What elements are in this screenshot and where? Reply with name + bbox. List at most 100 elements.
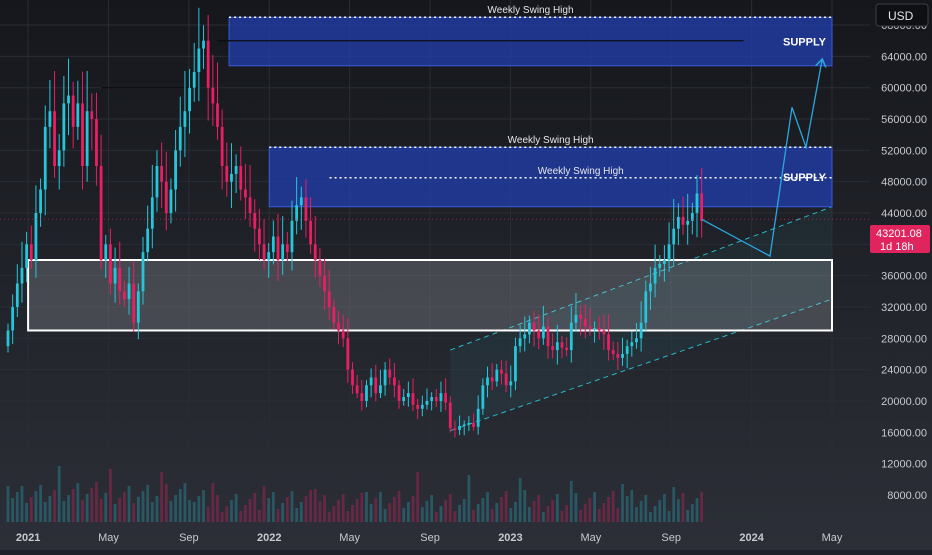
candle-body	[593, 328, 596, 330]
volume-bar	[122, 492, 126, 522]
candle-body	[458, 426, 461, 430]
volume-bar	[43, 502, 47, 522]
volume-bar	[39, 485, 42, 522]
volume-bar	[313, 489, 317, 522]
volume-bar	[309, 490, 312, 522]
volume-bar	[569, 481, 573, 522]
candle-body	[299, 197, 303, 206]
volume-bar	[53, 490, 56, 522]
volume-bar	[644, 495, 648, 522]
volume-bar	[658, 500, 662, 522]
candle-body	[528, 322, 531, 335]
candle-body	[360, 393, 364, 401]
time-axis[interactable]: 2021 May Sep 2022 May Sep 2023 May Sep 2024 May	[16, 532, 843, 544]
volume-bar	[202, 490, 205, 522]
candle-body	[560, 342, 564, 348]
volume-bar	[514, 502, 517, 522]
volume-bar	[672, 487, 676, 522]
candle-body	[597, 328, 601, 331]
candle-body	[351, 369, 354, 386]
candle-body	[383, 369, 387, 386]
candle-body	[225, 166, 229, 182]
candle-body	[90, 111, 94, 120]
candle-body	[25, 244, 29, 268]
volume-bar	[686, 510, 690, 522]
volume-bar	[290, 491, 294, 522]
candle-body	[6, 330, 10, 347]
candle-body	[695, 193, 699, 214]
candle-body	[122, 291, 126, 300]
volume-bar	[346, 511, 350, 522]
volume-bar	[281, 503, 285, 522]
currency-badge[interactable]: USD	[875, 3, 929, 27]
candle-body	[341, 330, 345, 339]
volume-bar	[635, 507, 638, 522]
candle-body	[406, 393, 410, 398]
y-tick-label: 64000.00	[881, 51, 927, 63]
candle-body	[295, 205, 299, 221]
x-tick-label: Sep	[661, 532, 681, 544]
volume-bar	[11, 498, 15, 522]
volume-bar	[541, 512, 545, 522]
volume-bar	[681, 493, 685, 522]
volume-bar	[239, 511, 243, 522]
candle-body	[285, 244, 289, 253]
y-tick-label: 16000.00	[881, 427, 927, 439]
candle-body	[220, 126, 224, 167]
volume-bar	[76, 483, 80, 522]
volume-bar	[257, 510, 261, 522]
candle-body	[253, 213, 257, 229]
candle-body	[532, 322, 536, 331]
candle-body	[202, 40, 205, 49]
volume-bar	[164, 484, 168, 522]
volume-bar	[225, 506, 229, 522]
volume-bar	[565, 505, 569, 522]
y-tick-label: 24000.00	[881, 365, 927, 377]
volume-bar	[85, 494, 89, 522]
volume-bar	[6, 486, 10, 522]
volume-bar	[504, 491, 508, 522]
volume-bar	[434, 512, 438, 522]
volume-bar	[25, 503, 29, 522]
volume-bar	[676, 499, 680, 522]
volume-bar	[616, 508, 620, 522]
volume-bar	[244, 505, 247, 522]
volume-bar	[136, 497, 140, 522]
volume-bar	[462, 499, 466, 522]
supply-zone-label: SUPPLY	[783, 37, 827, 49]
volume-bar	[295, 508, 299, 522]
volume-bar	[551, 500, 555, 522]
volume-bar	[481, 498, 485, 522]
volume-bar	[57, 466, 61, 522]
x-tick-label: 2021	[16, 532, 40, 544]
volume-bar	[593, 492, 596, 522]
y-tick-label: 8000.00	[887, 490, 927, 502]
candle-body	[211, 87, 215, 104]
volume-bar	[490, 509, 494, 522]
volume-bar	[206, 507, 210, 522]
volume-bar	[411, 496, 415, 522]
volume-bar	[555, 494, 559, 522]
volume-bar	[360, 493, 364, 522]
volume-bar	[90, 488, 94, 522]
candle-body	[267, 252, 271, 260]
candle-body	[85, 111, 89, 167]
candle-body	[621, 353, 624, 358]
candle-body	[392, 377, 396, 386]
candle-body	[48, 111, 52, 127]
volume-bar	[183, 483, 187, 522]
volume-bar	[155, 496, 159, 522]
volume-bar	[299, 502, 303, 522]
volume-bar	[444, 500, 448, 522]
volume-bar	[318, 501, 322, 522]
volume-bar	[486, 492, 489, 522]
candle-body	[136, 291, 140, 323]
candle-body	[453, 428, 457, 430]
volume-bar	[663, 494, 666, 522]
candle-body	[346, 338, 350, 370]
candle-body	[625, 346, 629, 354]
y-tick-label: 28000.00	[881, 333, 927, 345]
volume-bar	[71, 489, 75, 522]
candle-body	[388, 369, 392, 378]
